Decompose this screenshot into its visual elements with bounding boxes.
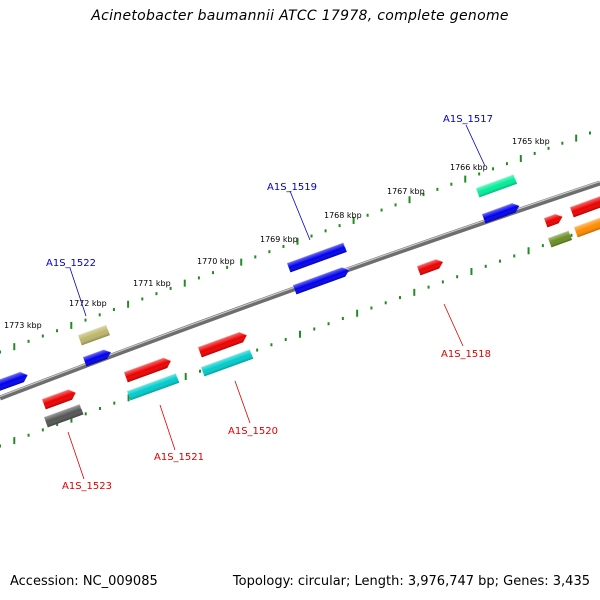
map-title: Acinetobacter baumannii ATCC 17978, comp…: [91, 8, 509, 24]
gene-feature-12[interactable]: [200, 348, 254, 377]
gene-feature-15[interactable]: [41, 387, 78, 410]
feature-shading: [201, 349, 254, 377]
feature-highlight: [286, 241, 346, 264]
feature-shading: [124, 357, 171, 383]
gene-feature-17[interactable]: [547, 229, 573, 248]
gene-feature-6[interactable]: [77, 324, 110, 346]
gene-label-a1s-1519[interactable]: A1S_1519: [267, 182, 317, 193]
gene-label-a1s-1520[interactable]: A1S_1520: [228, 426, 278, 437]
feature-shading: [78, 324, 110, 346]
feature-highlight: [126, 372, 179, 392]
leader-line: [159, 404, 176, 451]
feature-shading: [544, 213, 563, 228]
gene-feature-7[interactable]: [82, 347, 113, 367]
leader-line: [465, 124, 486, 167]
leader-line: [67, 431, 85, 480]
kbp-label: 1772 kbp: [69, 299, 107, 308]
feature-highlight: [475, 173, 516, 189]
kbp-label: 1767 kbp: [387, 187, 425, 196]
feature-shading: [42, 389, 76, 410]
topology-text: Topology: circular; Length: 3,976,747 bp…: [232, 574, 590, 589]
gene-feature-3[interactable]: [286, 241, 347, 273]
gene-feature-11[interactable]: [197, 330, 249, 358]
feature-shading: [127, 373, 180, 401]
feature-highlight: [543, 213, 563, 219]
kbp-label: 1770 kbp: [197, 257, 235, 266]
feature-shading: [44, 404, 84, 428]
gene-feature-9[interactable]: [569, 193, 600, 218]
gene-label-a1s-1521[interactable]: A1S_1521: [154, 452, 204, 463]
kbp-label: 1768 kbp: [324, 211, 362, 220]
feature-shading: [417, 259, 444, 276]
feature-shading: [548, 230, 573, 248]
gene-feature-2[interactable]: [481, 201, 521, 224]
feature-highlight: [0, 371, 28, 383]
gene-feature-13[interactable]: [123, 356, 173, 383]
feature-highlight: [200, 348, 253, 368]
gene-label-a1s-1522[interactable]: A1S_1522: [46, 258, 96, 269]
feature-highlight: [197, 331, 248, 348]
feature-shading: [0, 371, 28, 393]
feature-highlight: [123, 357, 172, 373]
accession-text: Accession: NC_009085: [10, 574, 158, 589]
gene-feature-4[interactable]: [292, 265, 351, 295]
gene-feature-14[interactable]: [126, 372, 180, 401]
feature-highlight: [569, 194, 600, 208]
feature-shading: [476, 174, 518, 198]
feature-highlight: [573, 212, 600, 228]
gene-label-a1s-1517[interactable]: A1S_1517: [443, 114, 493, 125]
feature-highlight: [82, 348, 112, 358]
gene-feature-16[interactable]: [43, 403, 84, 428]
feature-shading: [198, 331, 247, 358]
feature-highlight: [547, 229, 571, 239]
gene-label-a1s-1523[interactable]: A1S_1523: [62, 481, 112, 492]
feature-highlight: [41, 388, 77, 400]
gene-feature-8[interactable]: [543, 212, 564, 228]
leader-line: [289, 190, 311, 241]
feature-highlight: [43, 403, 83, 418]
feature-shading: [293, 267, 350, 295]
feature-shading: [83, 349, 112, 367]
gene-feature-10[interactable]: [416, 257, 445, 276]
feature-shading: [287, 242, 347, 273]
feature-highlight: [292, 266, 350, 286]
gene-feature-1[interactable]: [475, 173, 518, 198]
feature-highlight: [481, 202, 520, 215]
kbp-label: 1765 kbp: [512, 137, 550, 146]
feature-highlight: [416, 258, 444, 267]
kbp-label: 1766 kbp: [450, 163, 488, 172]
gene-feature-5[interactable]: [0, 370, 30, 393]
leader-line: [443, 303, 464, 347]
kbp-label: 1773 kbp: [4, 321, 42, 330]
feature-highlight: [77, 324, 109, 336]
leader-line: [234, 380, 251, 424]
feature-shading: [574, 213, 600, 238]
feature-shading: [482, 203, 520, 224]
gene-label-a1s-1518[interactable]: A1S_1518: [441, 349, 491, 360]
kbp-label: 1769 kbp: [260, 235, 298, 244]
kbp-label: 1771 kbp: [133, 279, 171, 288]
forward-tick-row: [0, 131, 591, 354]
leader-line: [69, 267, 87, 317]
gene-feature-18[interactable]: [573, 212, 600, 238]
